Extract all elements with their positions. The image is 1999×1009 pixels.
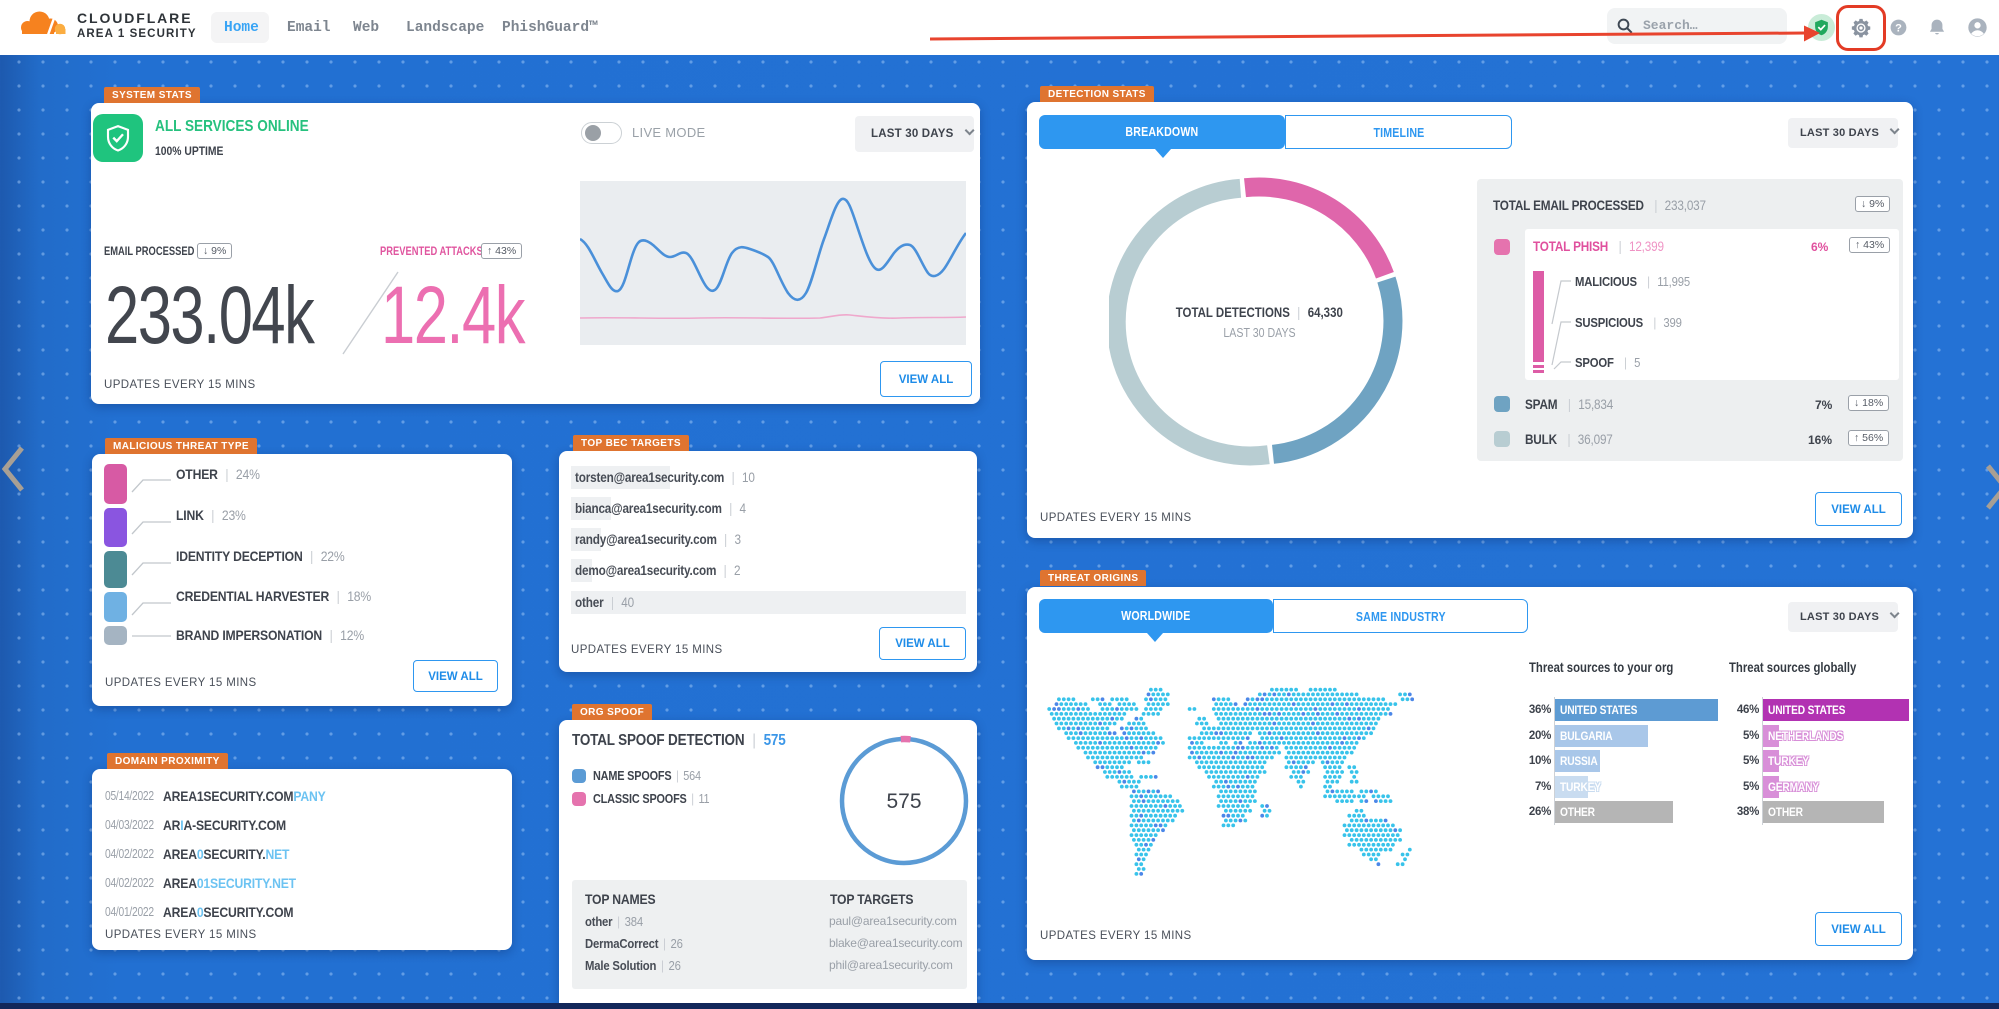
svg-text:575: 575	[886, 790, 921, 813]
svg-text:?: ?	[1895, 22, 1902, 34]
